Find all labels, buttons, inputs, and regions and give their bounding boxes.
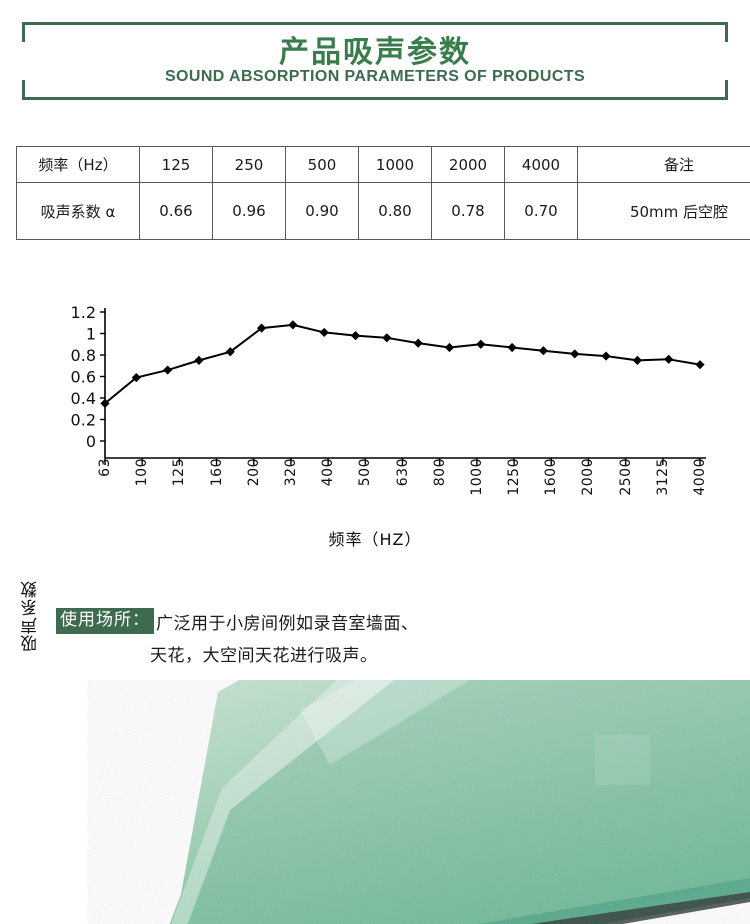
product-photo-image	[0, 680, 750, 924]
frame-corner-bottom-left	[22, 80, 25, 97]
header-frame	[22, 22, 728, 100]
chart-x-tick-label: 1000	[468, 458, 485, 496]
chart-x-tick-label: 320	[282, 458, 299, 487]
chart-x-tick-label: 800	[431, 458, 448, 487]
chart-y-axis-title: 吸声系数	[21, 580, 41, 652]
page-title-en: SOUND ABSORPTION PARAMETERS OF PRODUCTS	[164, 68, 586, 85]
chart-x-tick-label: 2500	[617, 458, 634, 496]
usage-text-line-1: 广泛用于小房间例如录音室墙面、	[156, 614, 419, 634]
svg-text:0.2: 0.2	[71, 411, 96, 430]
svg-text:1.2: 1.2	[71, 303, 96, 322]
table-header-cell: 频率（Hz）	[16, 146, 140, 183]
svg-text:1: 1	[86, 325, 96, 344]
chart-x-tick-label: 63	[97, 458, 113, 477]
chart-x-tick-label: 125	[171, 458, 188, 487]
table-header-row: 频率（Hz） 125 250 500 1000 2000 4000 备注	[16, 146, 750, 183]
table-cell: 0.66	[139, 182, 213, 240]
table-cell: 0.70	[504, 182, 578, 240]
svg-text:0.6: 0.6	[71, 368, 96, 387]
table-header-cell: 250	[212, 146, 286, 183]
chart-x-tick-label: 1250	[506, 458, 523, 496]
table-header-cell: 4000	[504, 146, 578, 183]
product-photo	[0, 680, 750, 924]
svg-text:0: 0	[86, 432, 96, 451]
absorption-parameters-table: 频率（Hz） 125 250 500 1000 2000 4000 备注 吸声系…	[16, 146, 750, 240]
chart-x-tick-label: 200	[245, 458, 262, 487]
chart-x-tick-label: 160	[208, 458, 225, 487]
chart-x-tick-labels: 63 100 125 160 200 320 400 500 630 800 1000 1250 160…	[0, 458, 750, 520]
chart-x-tick-label: 1600	[543, 458, 560, 496]
chart-x-tick-label: 2000	[580, 458, 597, 496]
frame-corner-bottom-right	[725, 80, 728, 97]
table-cell: 0.90	[285, 182, 359, 240]
table-header-cell: 1000	[358, 146, 432, 183]
chart-x-tick-label: 400	[320, 458, 337, 487]
usage-text-line-2: 天花，大空间天花进行吸声。	[150, 646, 378, 667]
chart-x-tick-label: 100	[134, 458, 151, 487]
table-cell: 0.96	[212, 182, 286, 240]
chart-x-tick-label: 630	[394, 458, 411, 487]
absorption-curve-chart: 吸声系数 0 0.2 0.4 0.6 0.8 1 1.2 63 100 125 160 200 320…	[0, 280, 750, 652]
table-header-cell: 2000	[431, 146, 505, 183]
usage-line-1: 使用场所： 广泛用于小房间例如录音室墙面、	[56, 608, 516, 640]
table-cell: 50mm 后空腔	[577, 182, 750, 240]
svg-text:0.8: 0.8	[71, 346, 96, 365]
usage-badge: 使用场所：	[56, 608, 154, 635]
table-cell: 吸声系数 α	[16, 182, 140, 240]
table-header-cell: 备注	[577, 146, 750, 183]
chart-x-axis-title: 频率（HZ）	[328, 530, 422, 549]
page-title-zh: 产品吸声参数	[279, 35, 471, 70]
table-cell: 0.80	[358, 182, 432, 240]
chart-x-tick-label: 4000	[692, 458, 708, 496]
chart-plot: 0 0.2 0.4 0.6 0.8 1 1.2	[71, 303, 706, 465]
table-header-cell: 500	[285, 146, 359, 183]
table-header-cell: 125	[139, 146, 213, 183]
frame-corner-top-right	[725, 25, 728, 42]
page-header: 产品吸声参数 SOUND ABSORPTION PARAMETERS OF PR…	[0, 0, 750, 122]
usage-description: 使用场所： 广泛用于小房间例如录音室墙面、 天花，大空间天花进行吸声。	[56, 608, 516, 673]
table-cell: 0.78	[431, 182, 505, 240]
table-row: 吸声系数 α 0.66 0.96 0.90 0.80 0.78 0.70 50m…	[16, 182, 750, 240]
frame-corner-top-left	[22, 25, 25, 42]
chart-x-tick-label: 3125	[654, 458, 671, 496]
svg-text:0.4: 0.4	[71, 389, 96, 408]
chart-x-tick-label: 500	[357, 458, 374, 487]
